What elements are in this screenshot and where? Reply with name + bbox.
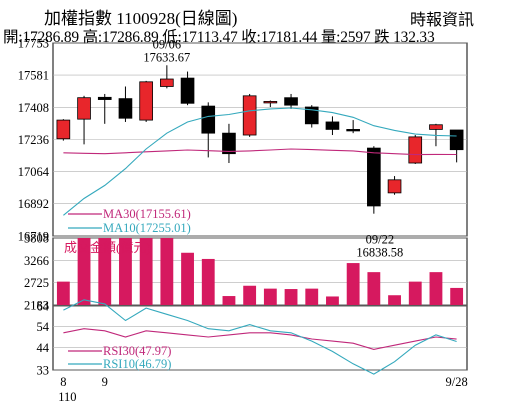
rsi30-legend-label: RSI30(47.97)	[103, 344, 171, 358]
candle-down	[346, 129, 360, 132]
x-tick-label: 9	[102, 375, 108, 389]
ma30-legend-label: MA30(17155.61)	[103, 207, 191, 221]
x-year-label: 110	[58, 390, 76, 404]
volume-bars	[56, 238, 464, 305]
candle-down	[367, 147, 381, 207]
price-tick-label: 17581	[18, 69, 49, 83]
volume-bar	[263, 288, 277, 305]
candle-up	[160, 78, 174, 87]
volume-bar	[201, 258, 215, 305]
price-tick-label: 17064	[18, 165, 50, 179]
volume-bar	[429, 272, 443, 305]
volume-tick-label: 3266	[24, 254, 49, 268]
candle-down	[97, 96, 112, 100]
candle-down	[304, 106, 319, 125]
price-tick-label: 17408	[18, 101, 49, 115]
rsi-tick-label: 44	[37, 341, 50, 355]
candle-up	[242, 95, 257, 136]
candle-down	[118, 98, 133, 119]
low-value-annotation: 16838.58	[356, 246, 403, 260]
candle-down	[284, 97, 298, 106]
rsi30-line	[63, 328, 457, 350]
ohlc-summary: 開:17286.89 高:17286.89 低:17113.47 收:17181…	[3, 29, 435, 46]
ma30-line	[63, 148, 457, 156]
price-tick-label: 17236	[18, 133, 49, 147]
chart-title: 加權指數 1100928(日線圖)	[44, 9, 238, 28]
volume-bar	[160, 238, 174, 305]
ma10-line	[63, 107, 457, 216]
rsi-tick-label: 33	[37, 364, 50, 378]
price-tick-label: 17753	[18, 37, 49, 51]
volume-bar	[243, 285, 257, 305]
high-value-annotation: 17633.67	[143, 50, 190, 64]
volume-bar	[119, 238, 132, 305]
price-tick-label: 16892	[18, 197, 49, 211]
candle-up	[139, 81, 153, 121]
volume-bar	[346, 263, 360, 305]
candle-down	[222, 132, 236, 155]
volume-bar	[56, 281, 70, 305]
candlestick-series	[56, 65, 464, 214]
volume-bar	[284, 289, 298, 305]
volume-tick-label: 2183	[24, 299, 49, 313]
candle-up	[408, 136, 423, 164]
volume-bar	[98, 238, 112, 305]
candle-up	[56, 119, 71, 140]
candle-down	[449, 129, 464, 151]
volume-bar	[388, 295, 401, 305]
high-date-annotation: 09/06	[153, 37, 181, 51]
volume-bar	[408, 281, 422, 305]
volume-tick-label: 2725	[24, 276, 49, 290]
candle-up	[77, 97, 91, 120]
volume-bar	[77, 238, 91, 305]
x-axis-labels: 8 9 9/28 110	[58, 375, 468, 404]
source-label: 時報資訊	[410, 12, 475, 29]
volume-bar	[326, 296, 339, 305]
volume-bar	[450, 287, 464, 305]
volume-panel-title: 成交金額(億元)	[64, 240, 151, 255]
candle-down	[201, 105, 216, 134]
rsi-tick-label: 64	[37, 300, 50, 314]
rsi-lines	[63, 299, 457, 375]
candle-up	[387, 179, 402, 194]
rsi-tick-label: 54	[37, 320, 50, 334]
price-tick-label: 16719	[18, 230, 49, 244]
rsi10-line	[63, 299, 457, 375]
candle-down	[180, 77, 195, 104]
low-date-annotation: 09/22	[366, 233, 394, 247]
volume-tick-label: 3808	[24, 232, 49, 246]
ma10-legend-label: MA10(17255.01)	[103, 221, 191, 235]
volume-bar	[222, 296, 236, 305]
candle-up	[263, 101, 278, 104]
x-tick-label: 9/28	[446, 375, 468, 389]
candle-down	[325, 121, 340, 130]
volume-bar	[139, 238, 153, 305]
moving-average-lines	[63, 107, 457, 216]
volume-bar	[181, 252, 194, 305]
rsi10-legend-label: RSI10(46.79)	[103, 357, 171, 371]
volume-bar	[367, 272, 381, 305]
x-tick-label: 8	[60, 375, 66, 389]
volume-bar	[305, 288, 319, 305]
candle-up	[429, 124, 443, 130]
